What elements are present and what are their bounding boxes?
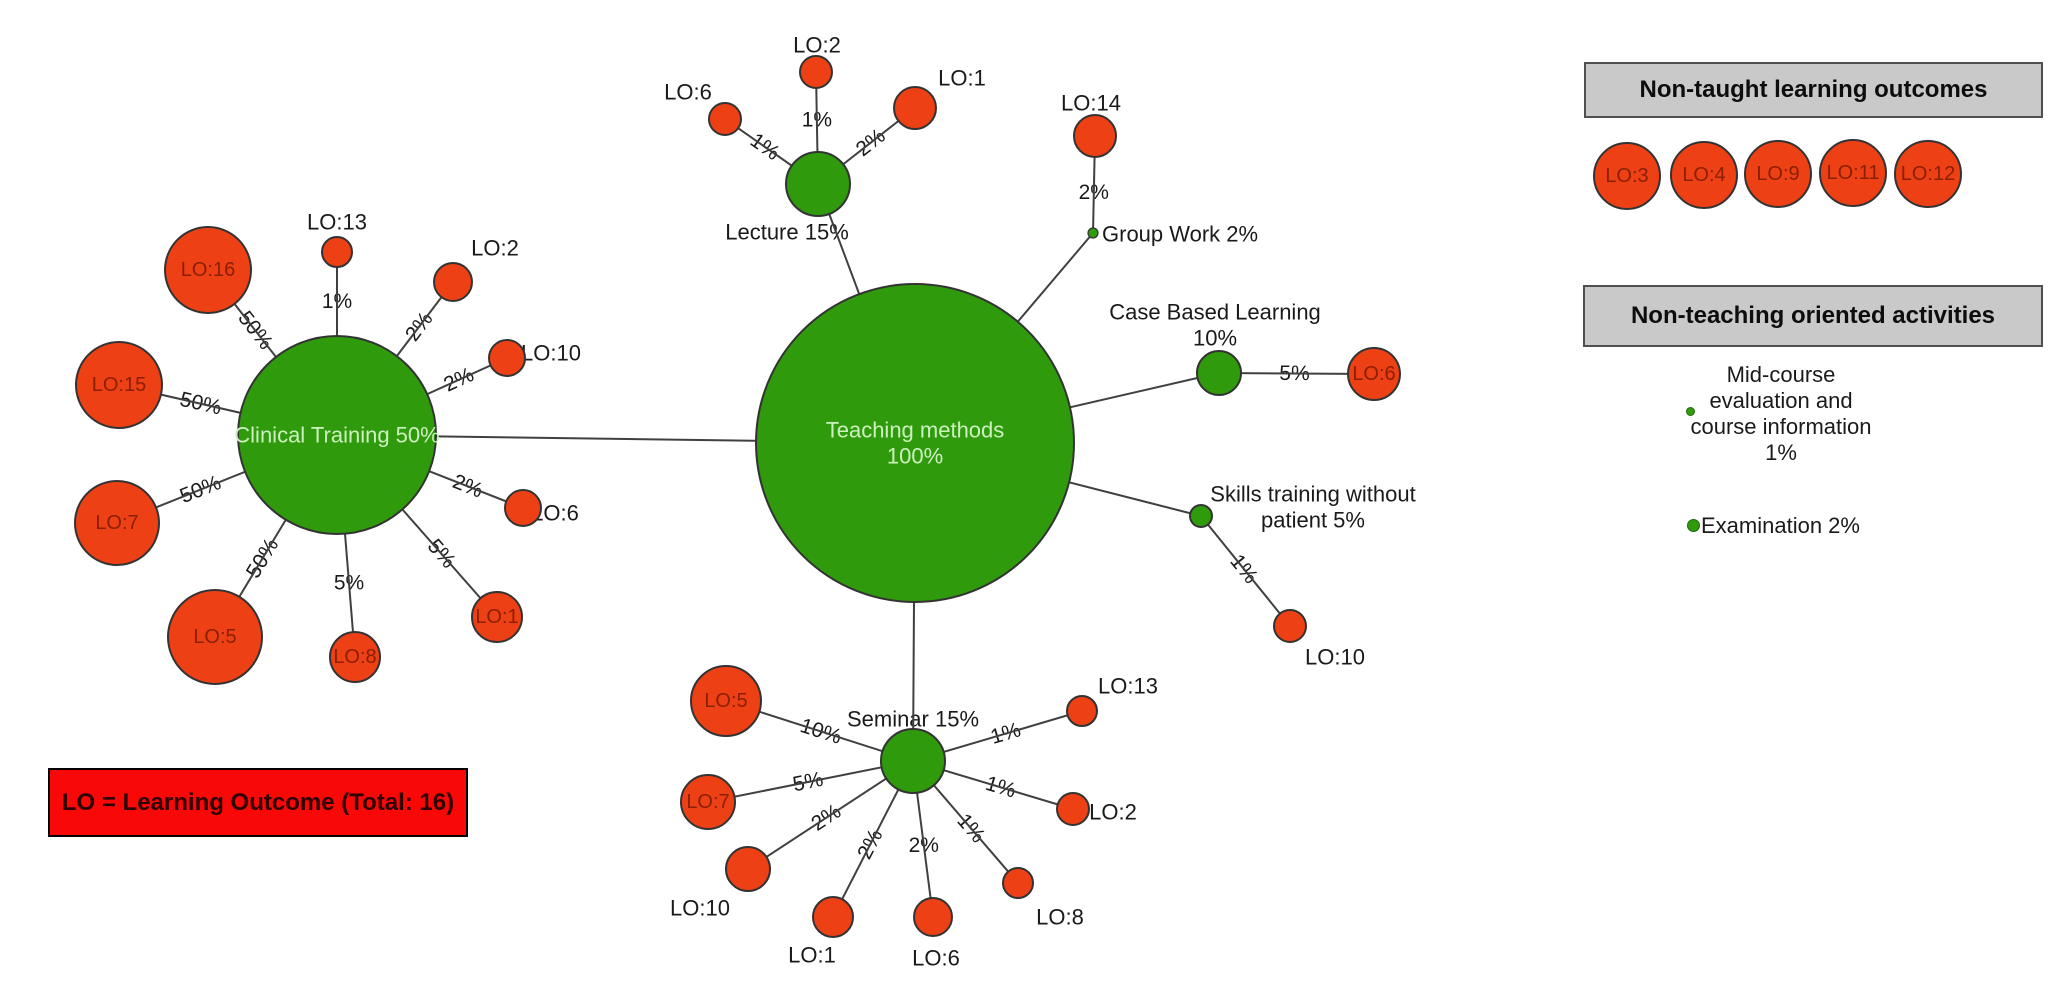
node-p12-circle — [1894, 140, 1962, 208]
node-label-skills: patient 5% — [1261, 508, 1365, 533]
node-label-se1: LO:1 — [788, 943, 836, 968]
mid-course-line-1: Mid-course — [1726, 362, 1836, 387]
mid-course-line-4: 1% — [1765, 440, 1797, 465]
node-g14-circle — [1073, 114, 1117, 158]
node-se1-circle — [812, 896, 854, 938]
mid-course-line-3: course information — [1690, 414, 1872, 439]
non-teaching-activities-title: Non-teaching oriented activities — [1630, 302, 1996, 329]
node-label-c16: LO:16 — [181, 259, 235, 281]
node-label-se6: LO:6 — [912, 946, 960, 971]
node-label-p11: LO:11 — [1827, 162, 1880, 184]
non-taught-outcomes-title: Non-taught learning outcomes — [1639, 76, 1988, 103]
node-label-se2: LO:2 — [1089, 800, 1137, 825]
node-label-p9: LO:9 — [1756, 163, 1799, 185]
node-label-c15: LO:15 — [92, 374, 146, 396]
node-p11-circle — [1819, 139, 1887, 207]
node-label-clinical: Clinical Training 50% — [234, 423, 439, 448]
node-label-lecture: Lecture 15% — [725, 220, 849, 245]
node-label-c8: LO:8 — [333, 646, 376, 668]
node-label-teaching: Teaching methods — [826, 418, 1005, 443]
node-c2-circle — [433, 262, 473, 302]
node-label-p4: LO:4 — [1682, 164, 1725, 186]
node-cb6-circle — [1347, 347, 1401, 401]
node-label-se8: LO:8 — [1036, 905, 1084, 930]
node-label-se5: LO:5 — [704, 690, 747, 712]
node-p3-circle — [1593, 142, 1661, 210]
legend-box: LO = Learning Outcome (Total: 16) — [48, 768, 468, 837]
examination-item: Examination 2% — [1701, 513, 1860, 539]
node-c6-circle — [504, 489, 542, 527]
non-taught-outcomes-header: Non-taught learning outcomes — [1584, 62, 2043, 118]
edge-seminar-se7 — [707, 760, 914, 803]
node-c5-circle — [167, 589, 263, 685]
node-label-skills: Skills training without — [1210, 482, 1415, 507]
non-teaching-activities-header: Non-teaching oriented activities — [1583, 285, 2043, 347]
node-label-se13: LO:13 — [1098, 674, 1158, 699]
node-teaching-circle — [755, 283, 1075, 603]
node-label-s10: LO:10 — [1305, 645, 1365, 670]
legend-text: LO = Learning Outcome (Total: 16) — [61, 788, 455, 816]
node-label-l6: LO:6 — [664, 80, 712, 105]
examination-dot-icon — [1687, 519, 1700, 532]
node-lecture-circle — [785, 151, 851, 217]
node-se6-circle — [913, 897, 953, 937]
node-se7-circle — [680, 774, 736, 830]
node-se8-circle — [1002, 867, 1034, 899]
node-label-c2: LO:2 — [471, 236, 519, 261]
node-se13-circle — [1066, 695, 1098, 727]
node-p4-circle — [1670, 141, 1738, 209]
node-se2-circle — [1056, 792, 1090, 826]
node-l6-circle — [708, 102, 742, 136]
node-label-c13: LO:13 — [307, 210, 367, 235]
node-c13-circle — [321, 236, 353, 268]
node-c8-circle — [329, 631, 381, 683]
node-c7-circle — [74, 480, 160, 566]
node-se10-circle — [725, 846, 771, 892]
node-c10-circle — [488, 339, 526, 377]
node-label-c10: LO:10 — [521, 341, 581, 366]
node-label-c7: LO:7 — [95, 512, 138, 534]
node-label-p3: LO:3 — [1605, 165, 1648, 187]
node-label-se7: LO:7 — [686, 791, 729, 813]
node-label-p12: LO:12 — [1901, 163, 1955, 185]
mid-course-line-2: evaluation and — [1709, 388, 1853, 413]
node-c16-circle — [164, 226, 252, 314]
node-label-l2: LO:2 — [793, 33, 841, 58]
node-label-cbl: 10% — [1193, 326, 1237, 351]
node-c1-circle — [471, 591, 523, 643]
node-l1-circle — [893, 86, 937, 130]
node-cbl-circle — [1196, 350, 1242, 396]
node-skills-circle — [1189, 504, 1213, 528]
node-p9-circle — [1744, 140, 1812, 208]
node-se5-circle — [690, 665, 762, 737]
node-label-c5: LO:5 — [193, 626, 236, 648]
node-l2-circle — [799, 55, 833, 89]
node-groupwork-circle — [1087, 227, 1099, 239]
node-seminar-circle — [880, 728, 946, 794]
node-label-groupwork: Group Work 2% — [1102, 222, 1258, 247]
node-s10-circle — [1273, 609, 1307, 643]
mid-course-dot-icon — [1686, 407, 1695, 416]
examination-label: Examination 2% — [1701, 513, 1860, 538]
node-label-l1: LO:1 — [938, 66, 986, 91]
node-label-se10: LO:10 — [670, 896, 730, 921]
nodes-layer — [74, 55, 1962, 938]
node-label-g14: LO:14 — [1061, 91, 1121, 116]
node-label-cb6: LO:6 — [1352, 363, 1395, 385]
node-clinical-circle — [237, 335, 437, 535]
node-label-c1: LO:1 — [475, 606, 518, 628]
mid-course-evaluation-item: Mid-course evaluation and course informa… — [1655, 362, 1907, 466]
node-label-teaching: 100% — [887, 444, 943, 469]
node-c15-circle — [75, 341, 163, 429]
node-label-cbl: Case Based Learning — [1109, 300, 1321, 325]
edge-skills-s10 — [1200, 515, 1291, 627]
